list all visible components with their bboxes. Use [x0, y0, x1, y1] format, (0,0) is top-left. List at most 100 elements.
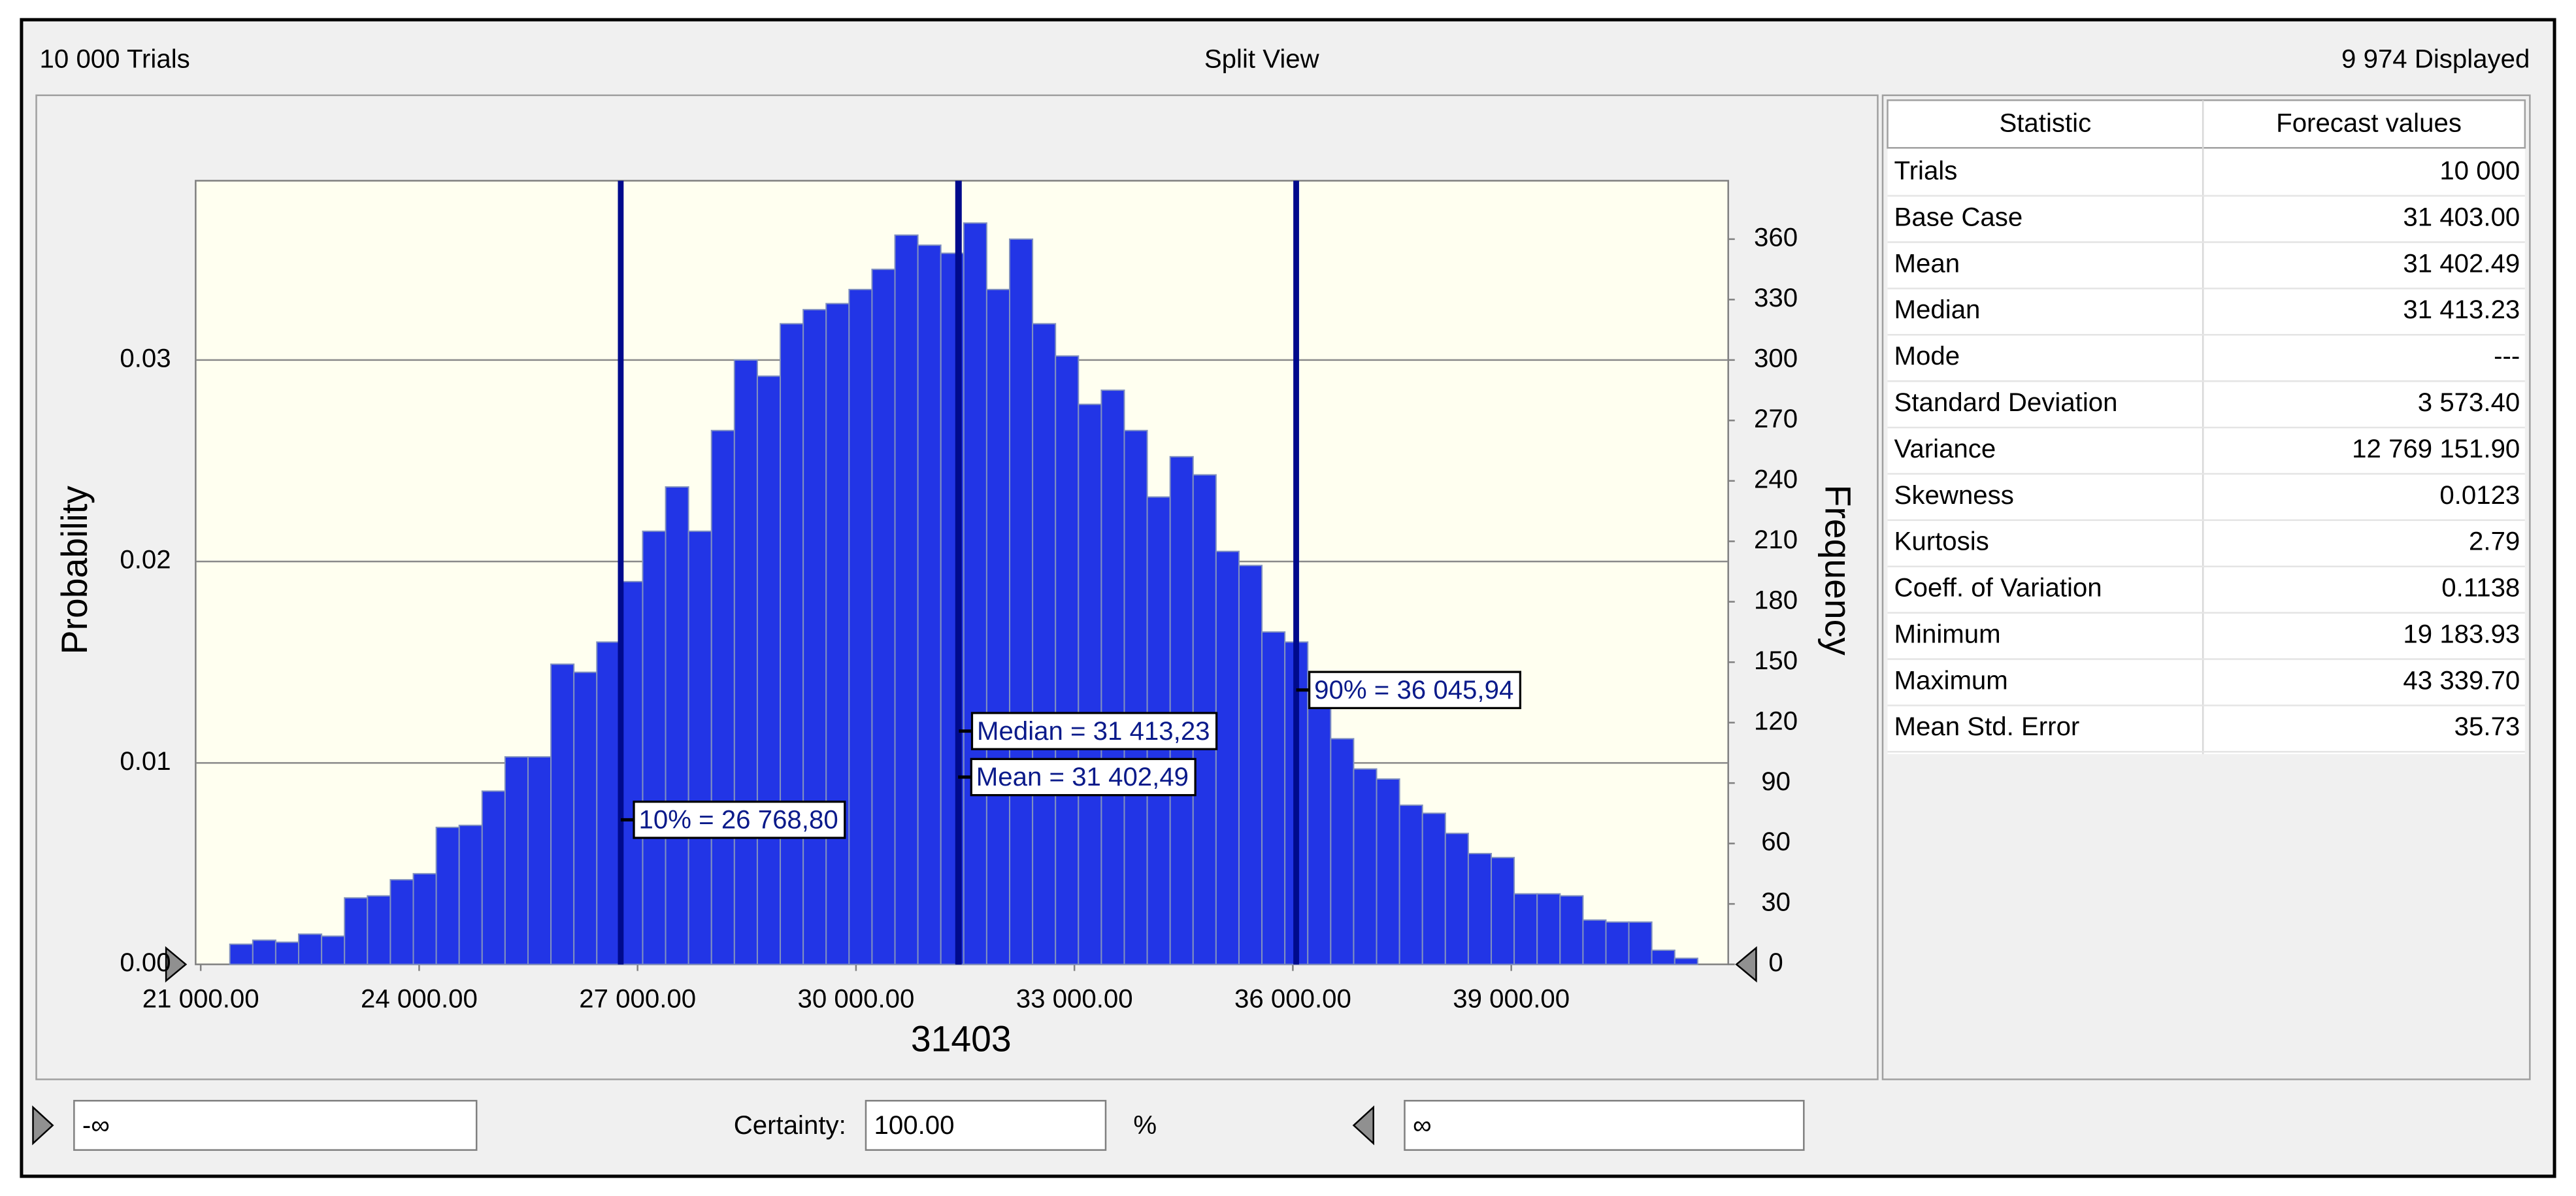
bar: [1123, 429, 1148, 965]
stat-value: 31 402.49: [2403, 248, 2520, 278]
stat-value: 3 573.40: [2418, 388, 2520, 417]
bar: [802, 308, 827, 965]
y2-tick-label: 0: [1768, 948, 1783, 977]
bar: [504, 756, 529, 965]
bar: [321, 935, 346, 965]
lower-value: -∞: [82, 1110, 110, 1140]
trials-label: 10 000 Trials: [40, 44, 190, 74]
lower-arrow[interactable]: [32, 1105, 54, 1146]
stats-header: [1887, 99, 2526, 149]
bar: [1353, 768, 1378, 965]
stat-value: 2.79: [2469, 527, 2520, 556]
bar: [1398, 805, 1423, 965]
upper-input[interactable]: [1404, 1099, 1805, 1151]
bar: [1444, 833, 1469, 965]
x-tick-label: 39 000.00: [1453, 984, 1570, 1013]
bar: [1100, 390, 1125, 965]
bar: [1605, 921, 1630, 965]
bar: [642, 530, 667, 965]
marker-label-box: [1308, 671, 1522, 710]
stat-value: 0.1138: [2441, 573, 2520, 603]
marker-label: 10% = 26 768,80: [639, 805, 838, 834]
bar: [1078, 403, 1102, 965]
stat-name: Standard Deviation: [1894, 388, 2118, 417]
bar: [780, 323, 804, 965]
bar: [1651, 949, 1676, 965]
marker-label-box: [633, 801, 846, 839]
bar: [435, 826, 460, 965]
y2-tick-label: 360: [1754, 223, 1798, 252]
stat-name: Maximum: [1894, 665, 2008, 695]
lower-grabber[interactable]: [165, 946, 188, 983]
bar: [1513, 893, 1538, 965]
bar: [894, 234, 919, 965]
y2-tick-label: 270: [1754, 404, 1798, 433]
bar: [665, 486, 689, 965]
stat-name: Mean Std. Error: [1894, 712, 2080, 741]
bar: [458, 824, 483, 965]
stat-value: 12 769 151.90: [2352, 434, 2520, 463]
y2-tick-label: 300: [1754, 343, 1798, 373]
bar: [550, 663, 575, 965]
stat-name: Coeff. of Variation: [1894, 573, 2102, 603]
stat-name: Base Case: [1894, 202, 2023, 231]
bar: [1307, 695, 1332, 965]
marker-label-box: [970, 712, 1218, 750]
bar: [229, 943, 254, 965]
stat-value: ---: [2494, 341, 2520, 371]
x-tick-label: 21 000.00: [142, 984, 259, 1013]
bar: [1376, 778, 1400, 965]
stat-name: Trials: [1894, 156, 1958, 186]
view-label[interactable]: Split View: [1204, 44, 1320, 74]
bar: [985, 288, 1011, 965]
upper-grabber[interactable]: [1735, 946, 1757, 983]
bar: [1330, 738, 1355, 965]
upper-value: ∞: [1413, 1110, 1432, 1140]
y-tick-label: 0.03: [120, 343, 171, 373]
marker-label-box: [970, 757, 1197, 797]
upper-arrow[interactable]: [1352, 1105, 1374, 1146]
stat-value: 10 000: [2439, 156, 2520, 186]
y-tick-label: 0.00: [120, 948, 171, 977]
column-header[interactable]: Statistic: [1999, 108, 2091, 138]
certainty-unit: %: [1133, 1110, 1157, 1140]
bar: [710, 429, 735, 965]
bar: [481, 790, 506, 965]
y-tick-label: 0.01: [120, 746, 171, 776]
x-tick-label: 30 000.00: [797, 984, 914, 1013]
y2-tick-label: 210: [1754, 525, 1798, 554]
x-tick-label: 33 000.00: [1016, 984, 1133, 1013]
column-header[interactable]: Forecast values: [2276, 108, 2462, 138]
x-tick-label: 36 000.00: [1234, 984, 1351, 1013]
y2-tick-label: 30: [1761, 888, 1791, 917]
bar: [1261, 631, 1286, 965]
bar: [1582, 919, 1607, 965]
bar: [367, 895, 391, 965]
stat-value: 35.73: [2454, 712, 2520, 741]
certainty-value: 100.00: [874, 1110, 955, 1140]
marker-label: Median = 31 413,23: [977, 716, 1210, 746]
bar: [733, 359, 758, 965]
bar: [252, 939, 276, 965]
bar: [389, 879, 414, 965]
certainty-input[interactable]: [865, 1099, 1107, 1151]
y-axis-label: Probability: [54, 486, 95, 655]
stat-value: 31 403.00: [2403, 202, 2520, 231]
stat-name: Minimum: [1894, 619, 2001, 648]
bar: [825, 303, 850, 965]
y2-tick-label: 240: [1754, 464, 1798, 493]
y2-tick-label: 150: [1754, 646, 1798, 675]
bar: [917, 244, 942, 965]
lower-input[interactable]: [73, 1099, 478, 1151]
y2-tick-label: 120: [1754, 706, 1798, 735]
stat-name: Variance: [1894, 434, 1996, 463]
bar: [1491, 857, 1515, 965]
bar: [298, 933, 323, 965]
x-tick-label: 24 000.00: [361, 984, 478, 1013]
stat-value: 43 339.70: [2403, 665, 2520, 695]
y-tick-label: 0.02: [120, 545, 171, 574]
y2-tick-label: 180: [1754, 585, 1798, 614]
bar: [963, 222, 987, 965]
